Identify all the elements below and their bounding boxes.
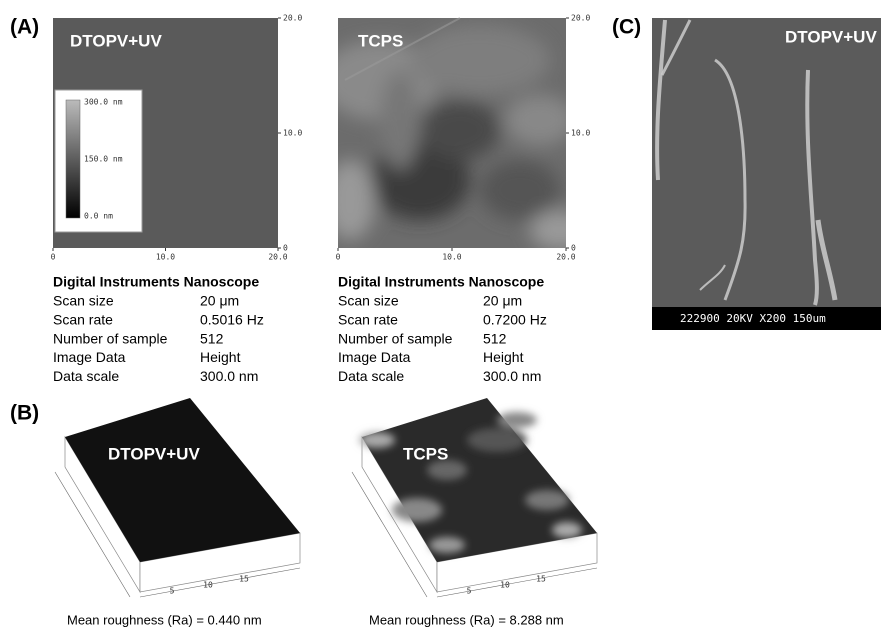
surface-bump (467, 428, 527, 452)
colorbar-label: 0.0 nm (84, 212, 113, 221)
info-value: Height (200, 349, 241, 365)
caption: Mean roughness (Ra) = 0.440 nm (67, 612, 262, 627)
info-value: 512 (200, 330, 224, 346)
axis-tick-label: 5 (170, 587, 175, 596)
figure: (A) (B) (C) DTOPV+UV 20.0 10.0 0 0 10.0 20.0 30… (0, 0, 881, 630)
surface-label: TCPS (403, 444, 448, 463)
info-value: 512 (483, 330, 507, 346)
info-key: Number of sample (53, 330, 168, 346)
x-tick-label: 10.0 (442, 253, 461, 262)
info-value: 20 μm (200, 293, 239, 309)
panel-label: (A) (10, 16, 39, 39)
panel-label: (B) (10, 402, 39, 425)
info-key: Image Data (338, 349, 411, 365)
surface-label: DTOPV+UV (108, 444, 200, 463)
info-key: Scan rate (338, 312, 398, 328)
image-label: DTOPV+UV (785, 27, 877, 46)
axis-tick-label: 15 (239, 575, 249, 584)
info-key: Data scale (338, 368, 404, 384)
surface-bump (552, 522, 582, 538)
surface-bump (525, 490, 569, 510)
y-tick-label: 20.0 (571, 14, 590, 23)
info-value: 300.0 nm (483, 368, 541, 384)
info-value: 300.0 nm (200, 368, 258, 384)
colorbar-label: 150.0 nm (84, 155, 123, 164)
y-tick-label: 20.0 (283, 14, 302, 23)
scale-bar-text: 222900 20KV X200 150um (680, 312, 826, 325)
image-label: TCPS (358, 31, 403, 50)
x-tick-label: 20.0 (268, 253, 287, 262)
info-key: Scan size (53, 293, 114, 309)
texture-blob (410, 25, 550, 95)
surface-bump (359, 432, 395, 448)
caption: Mean roughness (Ra) = 8.288 nm (369, 612, 564, 627)
info-value: Height (483, 349, 524, 365)
x-tick-label: 10.0 (156, 253, 175, 262)
texture-blob (325, 160, 375, 240)
sem-image (652, 18, 881, 330)
y-tick-label: 0 (571, 244, 576, 253)
panel-label: (C) (612, 16, 641, 39)
info-key: Number of sample (338, 330, 453, 346)
texture-blob (420, 100, 500, 160)
y-tick-label: 10.0 (283, 129, 302, 138)
info-value: 0.5016 Hz (200, 312, 264, 328)
texture-blob (480, 160, 560, 220)
y-tick-label: 10.0 (571, 129, 590, 138)
surface (65, 398, 300, 562)
colorbar (66, 100, 80, 218)
info-key: Data scale (53, 368, 119, 384)
info-value: 0.7200 Hz (483, 312, 547, 328)
info-value: 20 μm (483, 293, 522, 309)
image-label: DTOPV+UV (70, 31, 162, 50)
surface-bump (429, 537, 465, 553)
axis-tick-label: 5 (467, 587, 472, 596)
axis-tick-label: 10 (500, 581, 510, 590)
x-tick-label: 0 (336, 253, 341, 262)
texture-blob (530, 210, 590, 250)
texture-blob (505, 95, 575, 145)
axis-tick-label: 15 (536, 575, 546, 584)
colorbar-label: 300.0 nm (84, 98, 123, 107)
info-title: Digital Instruments Nanoscope (53, 274, 259, 290)
surface-bump (497, 412, 537, 428)
info-key: Scan size (338, 293, 399, 309)
info-key: Scan rate (53, 312, 113, 328)
texture-blob (380, 70, 420, 170)
axis-tick-label: 10 (203, 581, 213, 590)
info-title: Digital Instruments Nanoscope (338, 274, 544, 290)
y-tick-label: 0 (283, 244, 288, 253)
info-key: Image Data (53, 349, 126, 365)
x-tick-label: 20.0 (556, 253, 575, 262)
x-tick-label: 0 (51, 253, 56, 262)
surface-bump (392, 498, 442, 522)
